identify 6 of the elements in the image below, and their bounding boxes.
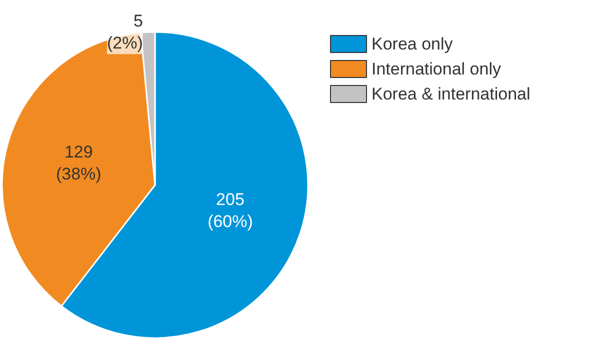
data-label: 205 (60%) [208,190,253,232]
legend-label: Korea & international [372,84,530,104]
data-label: 5 (2%) [107,12,143,53]
legend-label: Korea only [372,34,454,54]
data-label: 129 (38%) [56,142,102,184]
legend-label: International only [372,60,502,78]
